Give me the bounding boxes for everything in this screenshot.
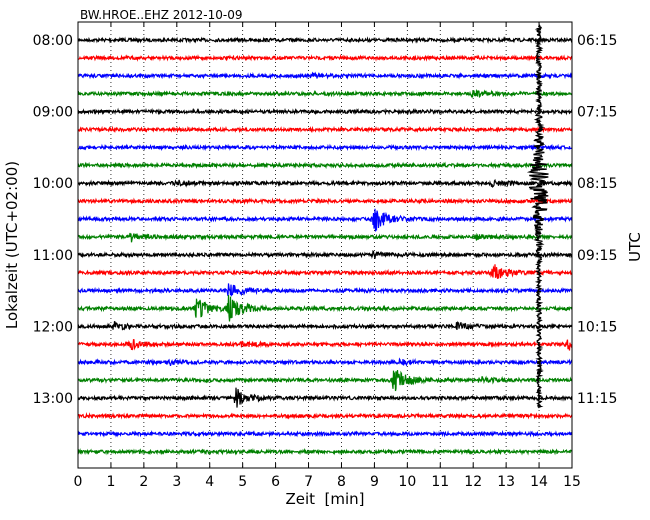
trace-row [77,370,573,392]
x-tick-label: 13 [497,474,515,490]
x-tick-label: 1 [106,474,115,490]
trace-row [77,107,573,116]
x-tick-label: 12 [464,474,482,490]
trace-row [77,161,573,170]
left-axis-ticks: 08:00 09:00 10:00 11:00 12:00 13:00 [33,33,83,407]
plot-background [78,22,572,468]
trace-row [77,71,573,80]
right-tick-label: 07:15 [577,105,617,121]
right-tick-label: 08:15 [577,176,617,192]
right-tick-label: 10:15 [577,319,617,335]
x-tick-label: 4 [205,474,214,490]
right-tick-label: 11:15 [577,391,617,407]
x-tick-label: 5 [238,474,247,490]
trace-row [78,249,573,260]
trace-row [77,447,573,456]
left-tick-label: 12:00 [33,319,73,335]
right-axis-ticks: 06:15 07:15 08:15 09:15 10:15 11:15 [567,33,617,407]
major-event-group [526,24,549,409]
trace-row [77,178,573,188]
y-axis-label-left: Lokalzeit (UTC+02:00) [3,161,21,329]
trace-row [77,264,573,279]
x-tick-label: 8 [337,474,346,490]
trace-row [77,36,573,44]
trace-row [77,357,573,367]
trace-row [77,208,573,232]
chart-title: BW.HROE..EHZ 2012-10-09 [80,8,243,22]
trace-row [77,338,573,351]
left-tick-label: 09:00 [33,105,73,121]
x-tick-label: 6 [271,474,280,490]
x-tick-label: 11 [431,474,449,490]
trace-row [77,294,573,322]
right-tick-label: 06:15 [577,33,617,49]
trace-row [77,387,573,408]
left-tick-label: 11:00 [33,248,73,264]
left-tick-label: 13:00 [33,391,73,407]
trace-row [77,320,573,331]
x-tick-label: 10 [398,474,416,490]
y-axis-label-right: UTC [626,232,644,262]
x-tick-label: 7 [304,474,313,490]
x-tick-label: 3 [172,474,181,490]
trace-row [77,125,573,134]
left-tick-label: 10:00 [33,176,73,192]
x-tick-label: 15 [563,474,581,490]
trace-row [77,412,573,420]
trace-row [77,143,573,152]
trace-row [77,88,573,98]
trace-row [77,54,573,62]
left-tick-label: 08:00 [33,33,73,49]
x-tick-label: 0 [74,474,83,490]
right-tick-label: 09:15 [577,248,617,264]
x-tick-label: 9 [370,474,379,490]
major-event-trace [526,24,549,409]
x-axis-label: Zeit [min] [285,490,364,508]
trace-row [77,197,573,206]
plot-frame [77,21,573,469]
x-axis-ticks: 0 1 2 3 4 5 6 7 8 9 10 11 12 13 14 15 [74,22,581,490]
x-tick-label: 14 [530,474,548,490]
trace-row [77,283,573,297]
trace-row [77,429,573,438]
x-tick-label: 2 [139,474,148,490]
trace-row [78,232,573,243]
trace-group [77,36,573,456]
